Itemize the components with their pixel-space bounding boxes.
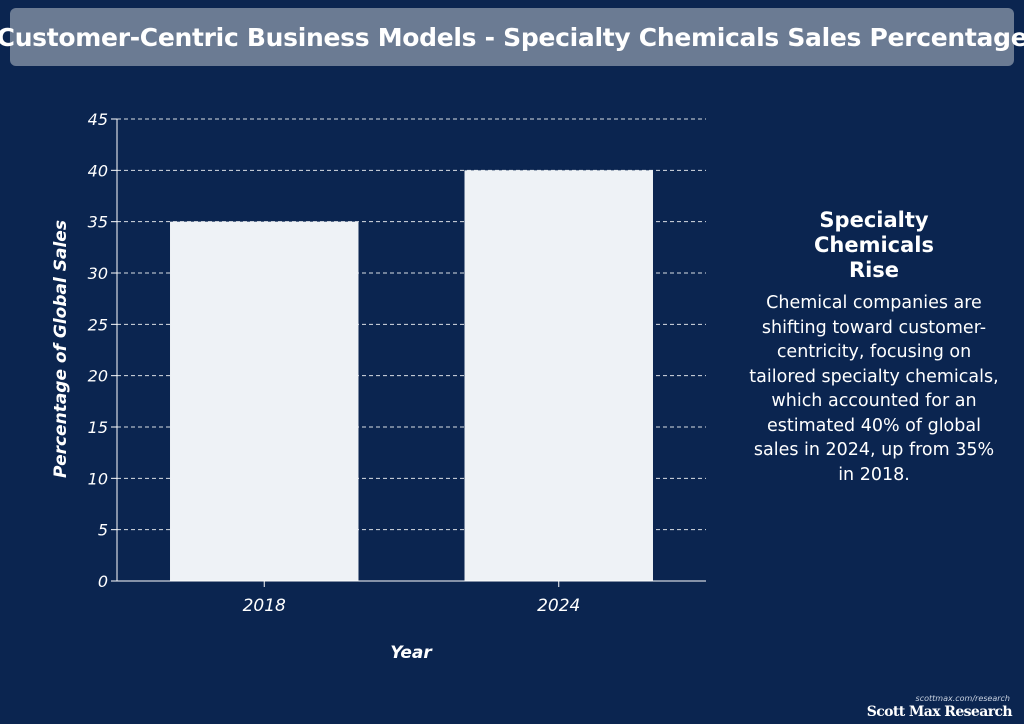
y-tick-label: 20 bbox=[88, 367, 108, 386]
credit-brand: Scott Max Research bbox=[866, 704, 1013, 720]
y-tick-label: 0 bbox=[98, 572, 108, 591]
y-tick-label: 5 bbox=[98, 521, 108, 540]
y-tick-label: 40 bbox=[88, 161, 108, 180]
y-tick-label: 25 bbox=[88, 315, 108, 334]
y-tick-label: 10 bbox=[88, 469, 108, 488]
axes: 0 5 10 15 20 25 30 35 40 45 2018 2024 bbox=[88, 110, 706, 616]
credit-url: scottmax.com/research bbox=[915, 694, 1010, 703]
bar bbox=[170, 221, 359, 581]
bars bbox=[170, 170, 653, 582]
y-tick-label: 35 bbox=[88, 213, 108, 232]
x-axis-label: Year bbox=[390, 643, 433, 663]
y-tick-label: 15 bbox=[88, 418, 108, 437]
sidebar-note: Specialty Chemicals Rise Chemical compan… bbox=[748, 208, 1000, 487]
sidebar-heading: Specialty Chemicals Rise bbox=[813, 208, 934, 282]
bar bbox=[464, 170, 653, 582]
sidebar-body: Chemical companies are shifting toward c… bbox=[749, 293, 999, 485]
y-tick-label: 30 bbox=[88, 264, 108, 283]
y-tick-label: 45 bbox=[88, 110, 108, 129]
x-tick-label: 2024 bbox=[537, 596, 580, 616]
title-bar: Customer-Centric Business Models - Speci… bbox=[0, 8, 1024, 66]
y-axis-label: Percentage of Global Sales bbox=[51, 220, 71, 478]
chart-title: Customer-Centric Business Models - Speci… bbox=[0, 22, 1024, 52]
x-tick-label: 2018 bbox=[243, 596, 286, 616]
